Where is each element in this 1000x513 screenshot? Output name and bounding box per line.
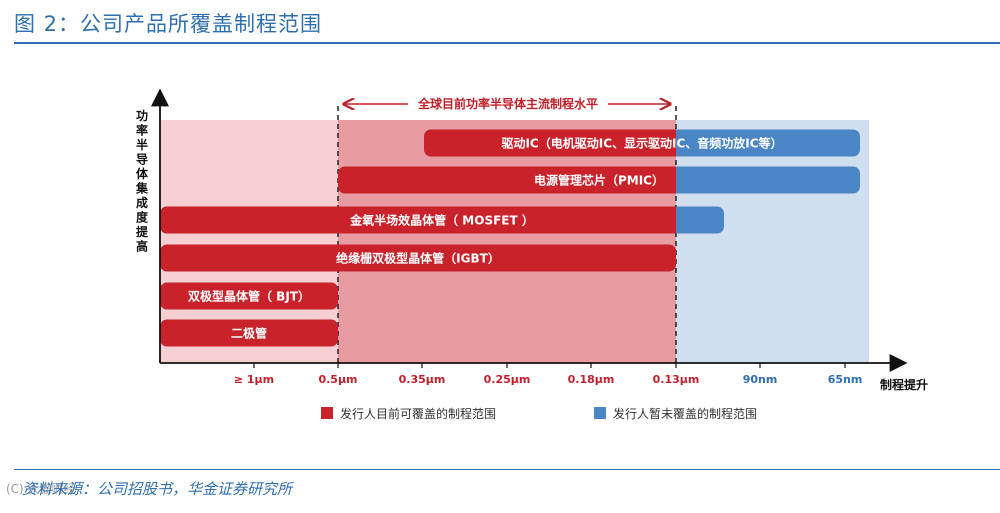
title-divider bbox=[14, 42, 1000, 44]
bar-covered-segment bbox=[160, 319, 338, 347]
bar-label: 绝缘栅双极型晶体管（IGBT） bbox=[336, 251, 500, 266]
zone-uncovered bbox=[676, 120, 869, 363]
tick-label: 90nm bbox=[743, 373, 778, 386]
bar-group: 驱动IC（电机驱动IC、显示驱动IC、音频功放IC等） 电源管理芯片（PMIC） 金… bbox=[160, 129, 860, 347]
x-axis-label: 制程提升 bbox=[880, 377, 928, 392]
bar-covered-segment bbox=[338, 166, 676, 194]
bar-covered-joint bbox=[668, 129, 676, 157]
tick-label: 0.25μm bbox=[484, 373, 531, 386]
range-label-bg bbox=[408, 95, 608, 113]
tick-label: 0.18μm bbox=[568, 373, 615, 386]
zone-mainstream bbox=[338, 120, 676, 363]
bar-covered-segment bbox=[160, 282, 338, 310]
source-note: 资料来源：公司招股书，华金证券研究所 bbox=[22, 480, 293, 498]
tick-group: ≥ 1μm 0.5μm 0.35μm 0.25μm 0.18μm 0.13μm 90nm 65… bbox=[234, 363, 862, 386]
bar-label: 二极管 bbox=[231, 326, 267, 341]
figure-title: 图 2：公司产品所覆盖制程范围 bbox=[14, 12, 323, 36]
range-label: 全球目前功率半导体主流制程水平 bbox=[417, 96, 598, 111]
tick-label: ≥ 1μm bbox=[234, 373, 274, 386]
bar-label: 金氧半场效晶体管（ MOSFET ） bbox=[349, 213, 534, 228]
legend-swatch-covered bbox=[321, 407, 333, 419]
bar-label: 电源管理芯片（PMIC） bbox=[534, 173, 664, 188]
bar-label: 双极型晶体管（ BJT） bbox=[188, 289, 310, 304]
tick-label: 0.5μm bbox=[318, 373, 357, 386]
bar-covered-joint bbox=[668, 206, 676, 234]
bar-covered-segment bbox=[160, 206, 676, 234]
tick-label: 0.13μm bbox=[653, 373, 700, 386]
bar-covered-segment bbox=[160, 244, 676, 272]
legend-covered-label: 发行人目前可覆盖的制程范围 bbox=[340, 406, 496, 421]
legend-uncovered-label: 发行人暂未覆盖的制程范围 bbox=[613, 406, 757, 421]
tick-label: 65nm bbox=[828, 373, 863, 386]
footer-divider bbox=[14, 469, 1000, 470]
watermark: (C) 大猫财经 bbox=[6, 482, 76, 496]
bar-covered-segment bbox=[424, 129, 676, 157]
y-axis-label: 功率半导体集成度提高 bbox=[135, 108, 149, 254]
bar-covered-joint bbox=[668, 166, 676, 194]
tick-label: 0.35μm bbox=[399, 373, 446, 386]
legend-swatch-uncovered bbox=[594, 407, 606, 419]
bar-label: 驱动IC（电机驱动IC、显示驱动IC、音频功放IC等） bbox=[501, 136, 782, 151]
